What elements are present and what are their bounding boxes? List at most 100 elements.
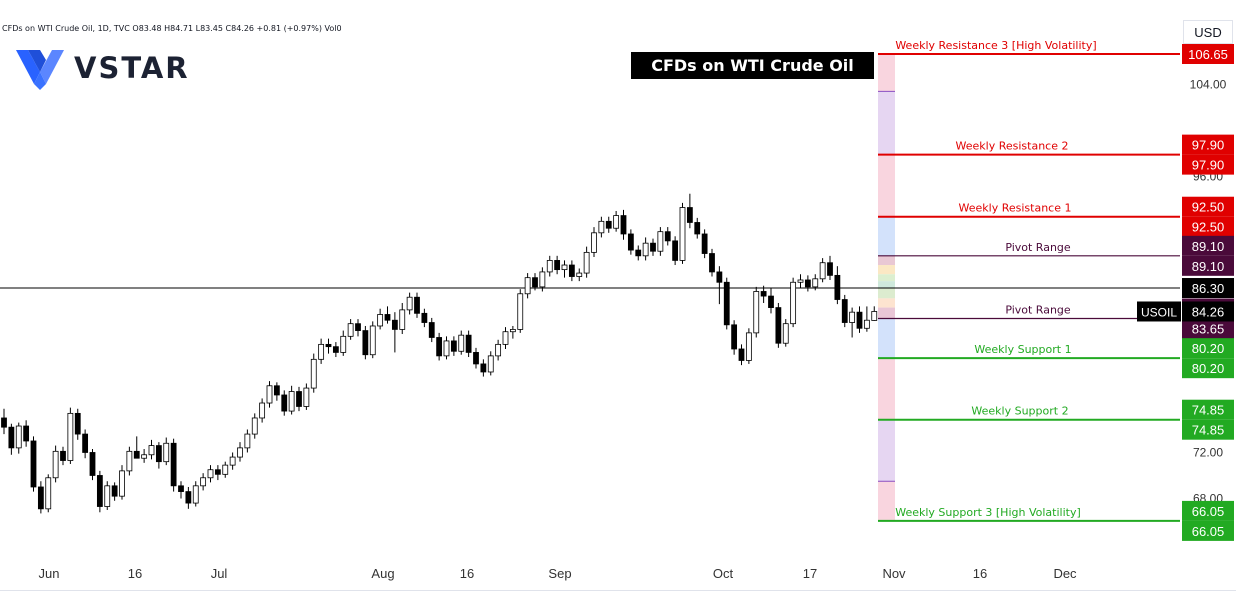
candle-body [310, 358, 317, 389]
band-segment [878, 255, 895, 266]
volatility-bands [878, 54, 895, 521]
x-tick-label: 16 [460, 566, 474, 581]
candle-body [487, 355, 494, 373]
candle-body [635, 249, 642, 257]
x-tick-label: Jul [211, 566, 228, 581]
x-tick-label: 17 [803, 566, 817, 581]
chart-title: CFDs on WTI Crude Oil [631, 52, 874, 79]
candle-body [155, 445, 162, 463]
level-badge: 66.05 [1192, 524, 1225, 539]
candle-body [450, 340, 457, 352]
level-label: Pivot Range [1005, 304, 1071, 317]
candle-body [89, 452, 96, 476]
level-label: Pivot Range [1005, 241, 1071, 254]
candle-body [509, 329, 516, 333]
candle-body [391, 319, 398, 330]
candle-body [332, 346, 339, 353]
candle-body [760, 291, 767, 297]
currency-selector[interactable]: USD [1183, 20, 1233, 44]
candle-body [694, 222, 701, 235]
candle-body [517, 293, 524, 330]
level-badge-bg [1182, 399, 1234, 420]
price-badges: 106.65 97.90 97.90 92.50 92.50 89.10 89.10 83.6… [1137, 44, 1234, 541]
candle-body [782, 323, 789, 344]
symbol-legend: CFDs on WTI Crude Oil, 1D, TVC O83.48 H8… [2, 24, 342, 33]
candle-body [819, 262, 826, 280]
level-badge: 83.65 [1192, 322, 1225, 337]
candle-body [133, 450, 140, 459]
level-badge: 80.20 [1192, 341, 1225, 356]
candle-body [686, 207, 693, 223]
candle-body [664, 231, 671, 242]
candle-body [119, 470, 125, 497]
crosshair-price-badge-bg [1182, 278, 1234, 299]
candle-body [738, 348, 745, 361]
band-segment [878, 358, 895, 420]
candle-body [524, 277, 531, 295]
candle-body [428, 322, 435, 338]
level-badge: 97.90 [1192, 138, 1225, 153]
candle-body [377, 314, 384, 327]
level-badge-bg [1182, 134, 1234, 155]
band-segment [878, 307, 895, 319]
level-badge-bg [1182, 196, 1234, 217]
candle-body [812, 278, 819, 288]
band-segment [878, 288, 895, 299]
level-lines [0, 53, 1180, 522]
level-badge: 66.05 [1192, 504, 1225, 519]
candle-body [251, 417, 258, 435]
level-badge: 74.85 [1192, 403, 1225, 418]
level-badge-bg [1182, 235, 1234, 256]
level-badge-bg [1182, 44, 1234, 64]
brand-name: VSTAR [74, 51, 190, 85]
candle-body [709, 253, 715, 273]
candle-body [863, 319, 870, 329]
candle-body [642, 242, 649, 257]
candle-body [627, 233, 634, 251]
level-badge: 89.10 [1192, 239, 1225, 254]
candle-body [192, 485, 199, 504]
candle-body [60, 450, 66, 461]
candle-body [185, 491, 192, 504]
candle-body [701, 233, 708, 254]
candle-body [126, 450, 133, 472]
candle-body [15, 425, 22, 449]
candle-body [178, 485, 184, 492]
level-badge-bg [1182, 255, 1234, 276]
candle-body [222, 464, 229, 475]
candle-body [96, 475, 103, 507]
candle-body [539, 271, 546, 288]
band-segment [878, 54, 895, 92]
candle-body [111, 485, 118, 497]
candle-body [355, 323, 361, 331]
candle-body [214, 469, 221, 475]
x-tick-label: Sep [548, 566, 571, 581]
level-label: Weekly Resistance 1 [959, 202, 1072, 215]
candle-body [775, 307, 782, 344]
candle-body [340, 335, 347, 353]
symbol-tag-bg [1137, 301, 1181, 322]
candle-body [369, 325, 376, 356]
candle-body [207, 469, 214, 479]
x-tick-label: 16 [973, 566, 987, 581]
band-segment [878, 281, 895, 289]
candle-body [104, 485, 111, 507]
band-segment [878, 481, 895, 521]
candle-body [82, 433, 89, 453]
time-axis[interactable]: Jun 16 Jul Aug 16 Sep Oct 17 Nov 16 Dec [39, 566, 1078, 581]
candle-body [259, 402, 266, 419]
candle-body [74, 412, 81, 435]
candle-body [679, 207, 686, 261]
level-badge: 89.10 [1192, 259, 1225, 274]
candle-body [384, 314, 391, 321]
candle-body [421, 312, 428, 323]
candle-body [554, 260, 561, 271]
level-badge-bg [1182, 318, 1234, 339]
candle-body [849, 311, 856, 323]
candle-body [37, 486, 44, 510]
y-tick-label: 104.00 [1190, 77, 1227, 91]
candle-body [502, 331, 509, 345]
band-segment [878, 265, 895, 275]
candle-body [480, 363, 487, 373]
